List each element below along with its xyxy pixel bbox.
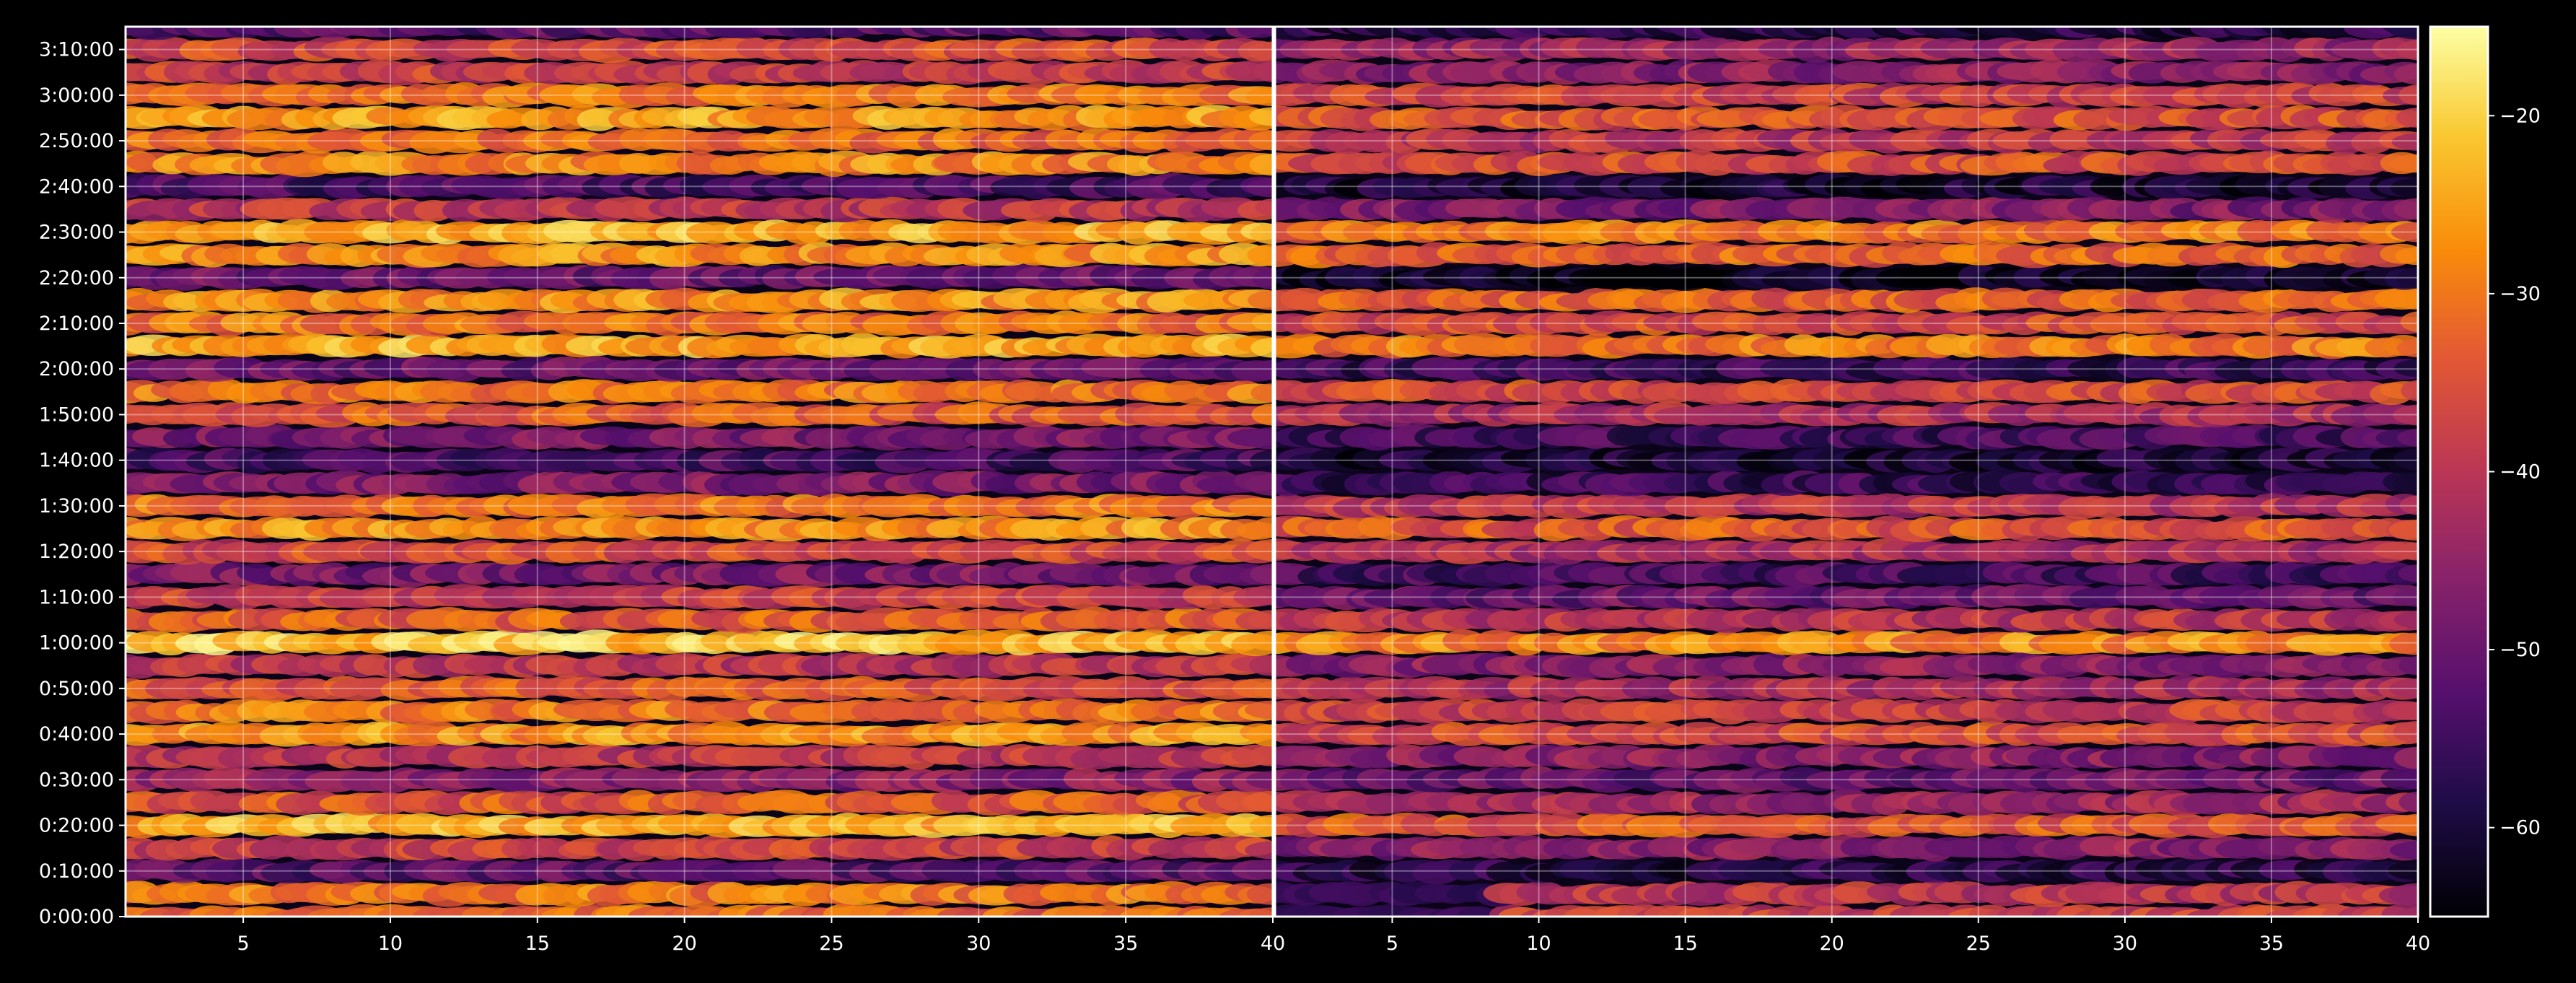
heatmap-cell — [1248, 745, 1273, 766]
heatmap-cell — [1252, 268, 1273, 290]
heatmap-cell — [1247, 244, 1273, 266]
heatmap-cell — [1248, 359, 1273, 380]
heatmap-cell — [1246, 724, 1273, 747]
heatmap-cell — [1245, 859, 1273, 880]
heatmap-cell — [1249, 655, 1273, 676]
heatmap-cell — [2393, 813, 2418, 836]
heatmap-cell — [2396, 769, 2418, 790]
heatmap-cell — [1246, 630, 1273, 651]
heatmap-cell — [1250, 517, 1273, 538]
heatmap-cell — [1243, 427, 1273, 450]
heatmap-cell — [2389, 678, 2418, 699]
heatmap-cell — [1244, 790, 1273, 813]
heatmap-cell — [2394, 906, 2418, 917]
heatmap-cell — [1250, 223, 1273, 245]
heatmap-cell — [2386, 702, 2418, 720]
heatmap-cell — [1245, 770, 1273, 790]
heatmap-cell — [1250, 564, 1273, 585]
heatmap-cell — [1245, 585, 1273, 606]
heatmap-cell — [2398, 655, 2418, 676]
heatmap-cell — [1246, 883, 1273, 905]
heatmap-cell — [1247, 610, 1273, 630]
heatmap-cell — [1245, 87, 1273, 107]
heatmap-cell — [1245, 841, 1273, 860]
right-heatmap-panel — [1275, 27, 2418, 917]
heatmap-cell — [1250, 337, 1273, 358]
heatmap-cell — [1249, 814, 1273, 836]
heatmap-cell — [1245, 538, 1273, 562]
heatmap-cell — [1250, 383, 1273, 403]
heatmap-cell — [1247, 290, 1273, 310]
heatmap-cell — [1244, 700, 1273, 719]
heatmap-cell — [1250, 450, 1273, 473]
heatmap-cell — [1248, 130, 1273, 151]
heatmap-cell — [2393, 720, 2418, 743]
heatmap-cell — [1248, 907, 1273, 917]
heatmap-cell — [1247, 41, 1273, 62]
heatmap-cell — [2389, 841, 2418, 860]
heatmap-cell — [1255, 198, 1273, 217]
heatmap-cell — [2398, 791, 2418, 813]
heatmap-cell — [2388, 883, 2418, 906]
heatmap-cell — [2388, 860, 2418, 881]
heatmap-cell — [1251, 313, 1273, 331]
heatmap-cell — [1254, 27, 1273, 35]
heatmap-cell — [2393, 746, 2418, 769]
heatmap-cell — [1253, 681, 1273, 699]
heatmap-cell — [1248, 499, 1273, 517]
heatmap-cell — [2389, 632, 2418, 655]
heatmap-cell — [1249, 153, 1273, 176]
left-heatmap-panel — [126, 27, 1273, 917]
heatmap-cell — [1246, 178, 1273, 198]
heatmap-cell — [1251, 403, 1273, 426]
heatmap-cell — [1245, 473, 1273, 496]
heatmap-cell — [1253, 61, 1273, 82]
heatmap-cell — [1249, 107, 1273, 126]
